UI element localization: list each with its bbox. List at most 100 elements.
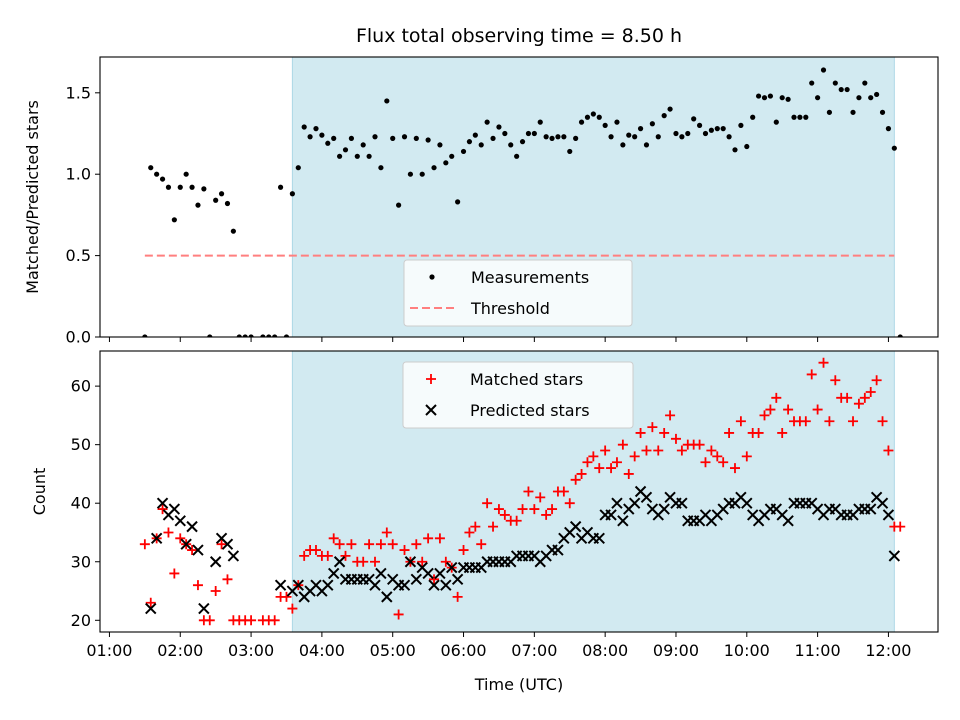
matched-stars-point [246, 615, 257, 626]
measurement-point [655, 134, 661, 140]
legend-marker-x [425, 404, 437, 416]
predicted-stars-point [274, 579, 287, 591]
matched-stars-point [547, 504, 558, 515]
measurement-point [897, 334, 903, 337]
measurement-point [797, 114, 803, 120]
matched-stars-point [535, 492, 546, 503]
matched-stars-point [216, 539, 227, 550]
predicted-stars-point [640, 491, 653, 504]
matched-stars-point [842, 392, 853, 403]
measurement-point [555, 134, 561, 140]
predicted-stars-point [375, 567, 387, 580]
matched-stars-point [452, 591, 463, 602]
measurement-point [614, 119, 620, 125]
measurement-point [248, 334, 254, 337]
predicted-stars-point [617, 515, 629, 527]
measurement-point [661, 113, 667, 119]
measurement-point [455, 199, 461, 205]
measurement-point [472, 132, 478, 138]
measurement-point [803, 114, 809, 120]
y-tick-label: 50 [71, 435, 91, 454]
predicted-stars-point [333, 556, 346, 568]
measurement-point [691, 116, 697, 122]
matched-stars-point [299, 550, 310, 561]
matched-stars-point [157, 504, 168, 515]
matched-stars-point [765, 404, 776, 415]
measurement-point [218, 191, 225, 197]
matched-stars-point [629, 451, 640, 462]
predicted-stars-point [888, 550, 901, 562]
predicted-stars-point [227, 550, 240, 562]
measurement-point [862, 80, 868, 86]
measurement-point [885, 126, 892, 132]
matched-stars-point [381, 527, 392, 538]
measurement-point [242, 334, 248, 337]
measurement-point [720, 126, 726, 132]
matched-stars-point [499, 509, 510, 520]
matched-stars-point [735, 416, 746, 427]
measurement-point [838, 86, 844, 93]
measurement-point [260, 334, 266, 337]
predicted-stars-point [327, 567, 340, 580]
measurement-point [307, 134, 313, 140]
matched-stars-point [558, 486, 569, 497]
matched-stars-point [853, 398, 864, 409]
matched-stars-point [883, 445, 894, 456]
matched-stars-point [818, 357, 829, 368]
matched-stars-point [192, 580, 203, 591]
measurement-point [348, 135, 354, 141]
matched-stars-point [700, 457, 711, 468]
measurement-point [207, 334, 213, 337]
chart-title: Flux total observing time = 8.50 h [356, 25, 682, 47]
measurement-point [277, 184, 284, 190]
measurement-point [266, 334, 272, 337]
measurement-point [750, 114, 756, 120]
matched-stars-point [806, 369, 817, 380]
measurement-point [744, 143, 750, 150]
matched-stars-point [877, 416, 888, 427]
predicted-stars-point [741, 497, 753, 509]
plot-area [142, 67, 903, 337]
measurement-point [289, 191, 295, 197]
measurement-point [702, 130, 709, 137]
measurement-point [236, 334, 242, 337]
measurement-point [567, 148, 573, 155]
matched-stars-point [759, 410, 770, 421]
predicted-stars-point [292, 579, 304, 591]
matched-stars-point [287, 603, 298, 614]
measurement-point [525, 130, 532, 137]
matched-stars-point [169, 568, 180, 579]
measurement-point [508, 142, 514, 148]
predicted-stars-point [404, 556, 417, 568]
measurement-point [331, 135, 337, 141]
measurement-point [301, 124, 307, 130]
measurement-point [531, 130, 537, 137]
predicted-stars-point [782, 515, 794, 527]
matched-stars-point [647, 422, 658, 433]
x-axis-label: Time (UTC) [474, 675, 563, 694]
matched-stars-point [346, 539, 357, 550]
measurement-point [761, 95, 768, 101]
measurement-point [815, 95, 821, 101]
x-tick-label: 05:00 [370, 641, 416, 660]
x-tick-label: 09:00 [653, 641, 699, 660]
matched-stars-point [706, 445, 717, 456]
measurement-point [602, 122, 608, 128]
ratio-panel: 0.0 0.5 1.0 1.5 Measurements Threshold [66, 56, 939, 347]
measurement-point [295, 165, 301, 171]
matched-stars-point [139, 539, 150, 550]
x-tick-label: 08:00 [582, 641, 628, 660]
predicted-stars-point [569, 520, 582, 533]
measurement-point [649, 121, 655, 127]
predicted-stars-point [156, 497, 169, 509]
matched-stars-point [334, 539, 345, 550]
measurement-point [390, 135, 396, 141]
y-tick-label: 0.5 [66, 246, 91, 265]
measurement-point [826, 109, 833, 115]
measurement-point [643, 142, 650, 148]
predicted-stars-point [174, 515, 186, 527]
matched-stars-point [606, 463, 617, 474]
matched-stars-point [741, 451, 752, 462]
matched-stars-point [370, 556, 381, 567]
